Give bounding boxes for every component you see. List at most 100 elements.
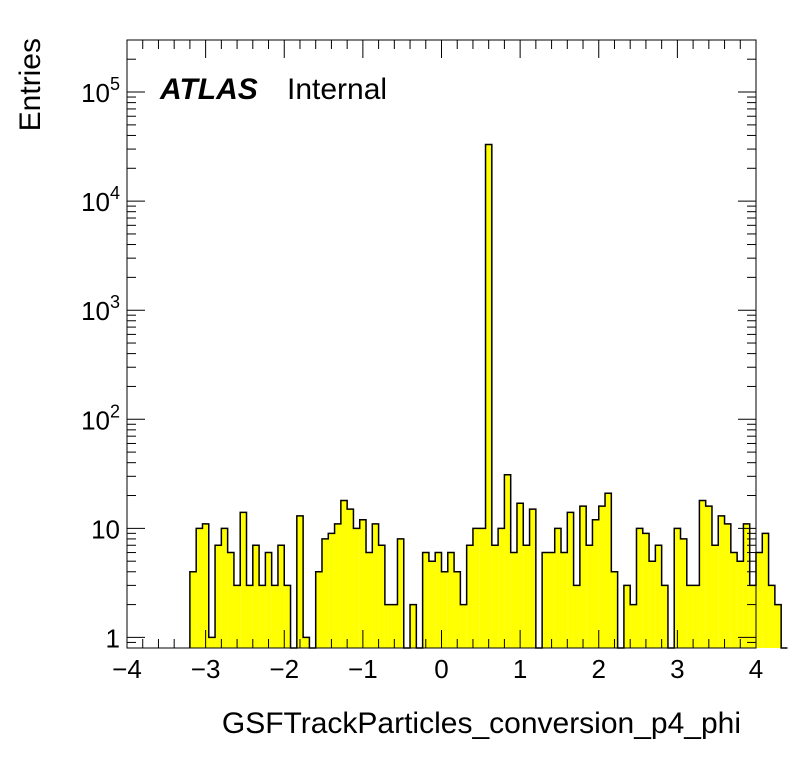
histogram-bin xyxy=(284,585,291,648)
histogram-bin xyxy=(586,545,593,648)
histogram-bin xyxy=(554,528,562,648)
histogram-bin xyxy=(391,604,398,648)
histogram-bin xyxy=(756,552,763,648)
histogram-bin xyxy=(265,552,272,648)
y-tick-label: 102 xyxy=(81,401,120,435)
histogram-bin xyxy=(516,503,524,648)
x-tick-label: 2 xyxy=(592,654,606,684)
histogram-bin xyxy=(378,545,385,648)
histogram-bin xyxy=(479,528,486,648)
histogram-bin xyxy=(605,493,612,648)
histogram-bin xyxy=(705,506,712,648)
histogram-bin xyxy=(510,552,517,648)
histogram-bin xyxy=(447,552,455,648)
histogram-bin xyxy=(221,528,228,648)
histogram-bin xyxy=(259,585,266,648)
histogram-bin xyxy=(542,552,549,648)
y-tick-label: 103 xyxy=(81,292,120,326)
y-axis-label: Entries xyxy=(14,38,47,131)
histogram-bin xyxy=(655,545,662,648)
histogram-bin xyxy=(277,545,285,648)
x-tick-label: 3 xyxy=(670,654,684,684)
histogram-bin xyxy=(246,585,253,648)
histogram-bin xyxy=(347,509,354,648)
histogram-bin xyxy=(303,637,310,648)
histogram-bin xyxy=(454,571,461,648)
histogram-bin xyxy=(428,561,436,648)
x-axis-label: GSFTrackParticles_conversion_p4_phi xyxy=(222,707,741,740)
histogram-bin xyxy=(328,533,335,648)
histogram-bin xyxy=(561,552,568,648)
histogram-bin xyxy=(743,523,750,648)
y-tick-label: 104 xyxy=(81,183,120,217)
y-tick-label: 1 xyxy=(106,623,120,653)
x-tick-label: 4 xyxy=(749,654,763,684)
histogram-bin xyxy=(240,512,247,648)
histogram-bin xyxy=(693,585,700,648)
x-tick-label: −2 xyxy=(269,654,299,684)
histogram-bin xyxy=(611,571,618,648)
histogram-bin xyxy=(321,538,329,648)
histogram-outline xyxy=(189,143,788,649)
histogram-bin xyxy=(567,512,574,648)
y-tick-labels: 1 10 102 103 104 105 xyxy=(81,74,120,653)
histogram-bin xyxy=(573,585,580,648)
histogram-bin xyxy=(699,500,706,648)
histogram-bin xyxy=(472,528,480,648)
histogram-bin xyxy=(208,637,216,648)
histogram-bin xyxy=(768,585,775,648)
histogram-bin xyxy=(372,523,379,648)
histogram-bin xyxy=(252,545,260,648)
histogram-bin xyxy=(661,585,668,648)
plot-frame xyxy=(126,39,757,649)
histogram-bin xyxy=(215,545,222,648)
histogram-bin xyxy=(630,604,637,648)
histogram-bars xyxy=(189,143,788,649)
histogram-bin xyxy=(353,528,360,648)
histogram-bin xyxy=(359,519,367,648)
histogram-bin xyxy=(315,571,322,648)
histogram-bin xyxy=(774,604,782,648)
histogram-bin xyxy=(491,545,499,648)
histogram-bin xyxy=(271,585,278,648)
histogram-bin xyxy=(642,533,650,648)
histogram-bin xyxy=(737,561,744,648)
histogram-bin xyxy=(730,552,738,648)
histogram-bin xyxy=(340,500,348,648)
histogram-bin xyxy=(649,561,656,648)
histogram-bin xyxy=(623,585,631,648)
histogram-bin xyxy=(680,538,687,648)
x-tick-label: 1 xyxy=(513,654,527,684)
histogram-bin xyxy=(598,506,606,648)
x-tick-labels: −4 −3 −2 −1 0 1 2 3 4 xyxy=(112,654,763,684)
histogram-bin xyxy=(384,604,392,648)
histogram-bin xyxy=(366,552,373,648)
axis-ticks xyxy=(126,39,757,649)
histogram-bin xyxy=(686,585,694,648)
histogram-bin xyxy=(189,571,197,648)
histogram-bin xyxy=(523,545,530,648)
histogram-bin xyxy=(724,523,731,648)
histogram-bin xyxy=(529,509,536,648)
y-tick-label: 10 xyxy=(91,514,120,544)
histogram-bin xyxy=(485,144,492,648)
internal-label: Internal xyxy=(287,73,387,106)
x-tick-label: 0 xyxy=(434,654,448,684)
histogram-bin xyxy=(196,528,203,648)
histogram-bin xyxy=(410,604,417,648)
x-tick-label: −3 xyxy=(191,654,221,684)
atlas-label: ATLAS xyxy=(159,73,258,106)
histogram-bin xyxy=(233,585,241,648)
histogram-bin xyxy=(296,515,304,648)
histogram-bin xyxy=(466,545,473,648)
histogram-bin xyxy=(504,474,511,648)
x-tick-label: −1 xyxy=(348,654,378,684)
histogram-bin xyxy=(749,585,756,648)
histogram-bin xyxy=(422,552,429,648)
x-tick-label: −4 xyxy=(112,654,142,684)
histogram-bin xyxy=(674,528,681,648)
histogram-bin xyxy=(498,528,505,648)
histogram-bin xyxy=(460,604,467,648)
y-tick-label: 105 xyxy=(81,74,120,108)
